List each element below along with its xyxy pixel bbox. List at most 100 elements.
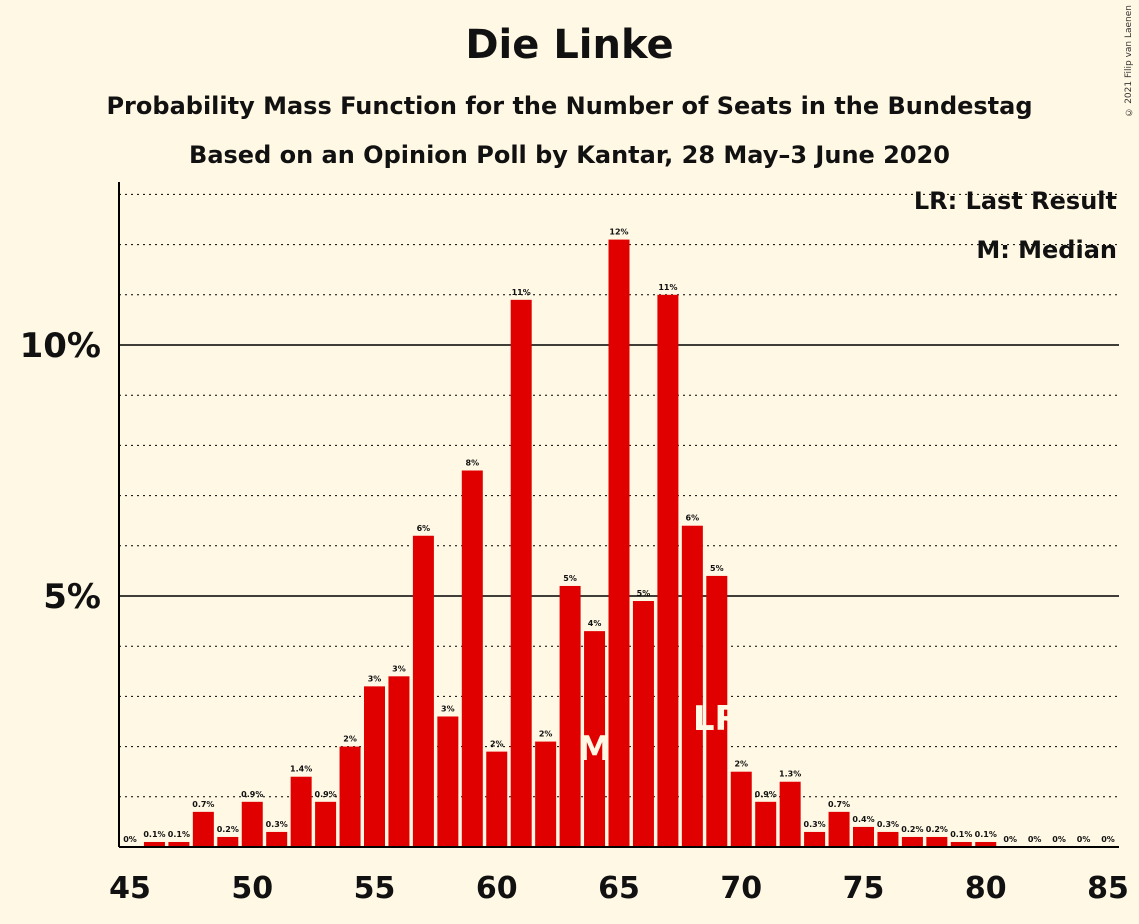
bar-value-label: 6% [417, 524, 431, 533]
chart-subtitle-2: Based on an Opinion Poll by Kantar, 28 M… [189, 141, 950, 169]
bar [315, 801, 337, 847]
legend-last-result: LR: Last Result [914, 187, 1117, 215]
x-tick-label: 45 [109, 871, 151, 906]
bar [877, 831, 899, 847]
bar-value-label: 2% [490, 740, 504, 749]
bar [681, 525, 703, 847]
bar [926, 836, 948, 847]
bar [755, 801, 777, 847]
bar [437, 716, 459, 847]
median-marker: M [578, 729, 612, 769]
bar-value-label: 0.9% [315, 790, 337, 799]
bar [975, 841, 997, 847]
bar-value-label: 3% [392, 664, 406, 673]
bar [364, 686, 385, 847]
bar [853, 826, 874, 847]
bar-value-label: 2% [734, 760, 748, 769]
last-result-marker: LR [693, 699, 741, 739]
bar [168, 841, 190, 847]
bar [828, 811, 850, 847]
bar [901, 836, 923, 847]
bar [412, 535, 434, 847]
x-tick-label: 55 [354, 871, 396, 906]
bar-value-label: 0% [123, 835, 137, 844]
bar-value-label: 0.9% [755, 790, 777, 799]
bar [266, 831, 288, 847]
bar-value-label: 0% [1052, 835, 1066, 844]
y-tick-label: 5% [43, 577, 101, 617]
bar-value-label: 2% [539, 730, 553, 739]
chart-subtitle-1: Probability Mass Function for the Number… [106, 92, 1033, 120]
bar-value-label: 0.2% [217, 825, 239, 834]
x-tick-label: 75 [843, 871, 885, 906]
bar-value-label: 0% [1101, 835, 1115, 844]
bar-value-label: 0.2% [926, 825, 948, 834]
bar [143, 841, 165, 847]
legend: LR: Last Result M: Median [914, 187, 1117, 264]
bar-value-label: 1.3% [779, 770, 801, 779]
x-tick-label: 85 [1087, 871, 1129, 906]
bar [657, 294, 679, 847]
bar [217, 836, 239, 847]
median-lr-markers: M LR [578, 699, 741, 769]
bar [388, 676, 410, 847]
bar-value-label: 0.1% [143, 830, 165, 839]
bar-value-labels: 0%0.1% 0.1%0.7%0.2%0.9%0.3%1.4%0.9%2%3%3%… [123, 228, 1115, 844]
x-tick-label: 70 [720, 871, 762, 906]
bar-value-label: 0.7% [828, 800, 850, 809]
x-tick-label: 60 [476, 871, 518, 906]
bar [730, 771, 752, 847]
bar [779, 781, 801, 847]
bar-value-label: 12% [609, 228, 628, 237]
bar [706, 575, 728, 847]
bars [143, 239, 997, 847]
bar-value-label: 0.4% [852, 815, 874, 824]
bar [486, 751, 508, 847]
bar-value-label: 0.3% [804, 820, 826, 829]
bar-value-label: 6% [686, 514, 700, 523]
bar-value-label: 0% [1077, 835, 1091, 844]
bar [950, 841, 972, 847]
x-tick-label: 50 [231, 871, 273, 906]
bar-value-label: 0% [1028, 835, 1042, 844]
bar-value-label: 3% [368, 674, 382, 683]
bar-value-label: 0% [1003, 835, 1017, 844]
bar [290, 776, 312, 847]
bar-value-label: 3% [441, 704, 455, 713]
bar-value-label: 0.3% [266, 820, 288, 829]
bar [559, 585, 581, 847]
bar [339, 746, 361, 847]
bar-value-label: 0.2% [901, 825, 923, 834]
bar [584, 631, 606, 847]
x-tick-label: 80 [965, 871, 1007, 906]
bar-value-label: 2% [343, 735, 357, 744]
bar [632, 601, 654, 847]
bar-value-label: 0.1% [975, 830, 997, 839]
bar [535, 741, 557, 847]
bar-value-label: 5% [637, 589, 651, 598]
legend-median: M: Median [976, 236, 1117, 264]
bar-value-label: 0.7% [192, 800, 214, 809]
bar-value-label: 0.9% [241, 790, 263, 799]
axes: 45 50 55 60 65 70 75 80 85 5% 10% [20, 182, 1129, 906]
bar-value-label: 0.1% [950, 830, 972, 839]
bar-value-label: 1.4% [290, 765, 312, 774]
bar [192, 811, 214, 847]
bar [608, 239, 630, 847]
bar [804, 831, 826, 847]
bar [241, 801, 263, 847]
bar [461, 470, 483, 847]
bar-value-label: 0.3% [877, 820, 899, 829]
y-tick-label: 10% [20, 326, 101, 366]
bar [510, 299, 532, 847]
bar-value-label: 5% [710, 564, 724, 573]
bar-value-label: 0.1% [168, 830, 190, 839]
bar-value-label: 11% [658, 283, 677, 292]
bar-value-label: 11% [512, 288, 531, 297]
bar-value-label: 5% [563, 574, 577, 583]
chart-title: Die Linke [465, 22, 674, 68]
bar-value-label: 4% [588, 619, 602, 628]
x-tick-label: 65 [598, 871, 640, 906]
